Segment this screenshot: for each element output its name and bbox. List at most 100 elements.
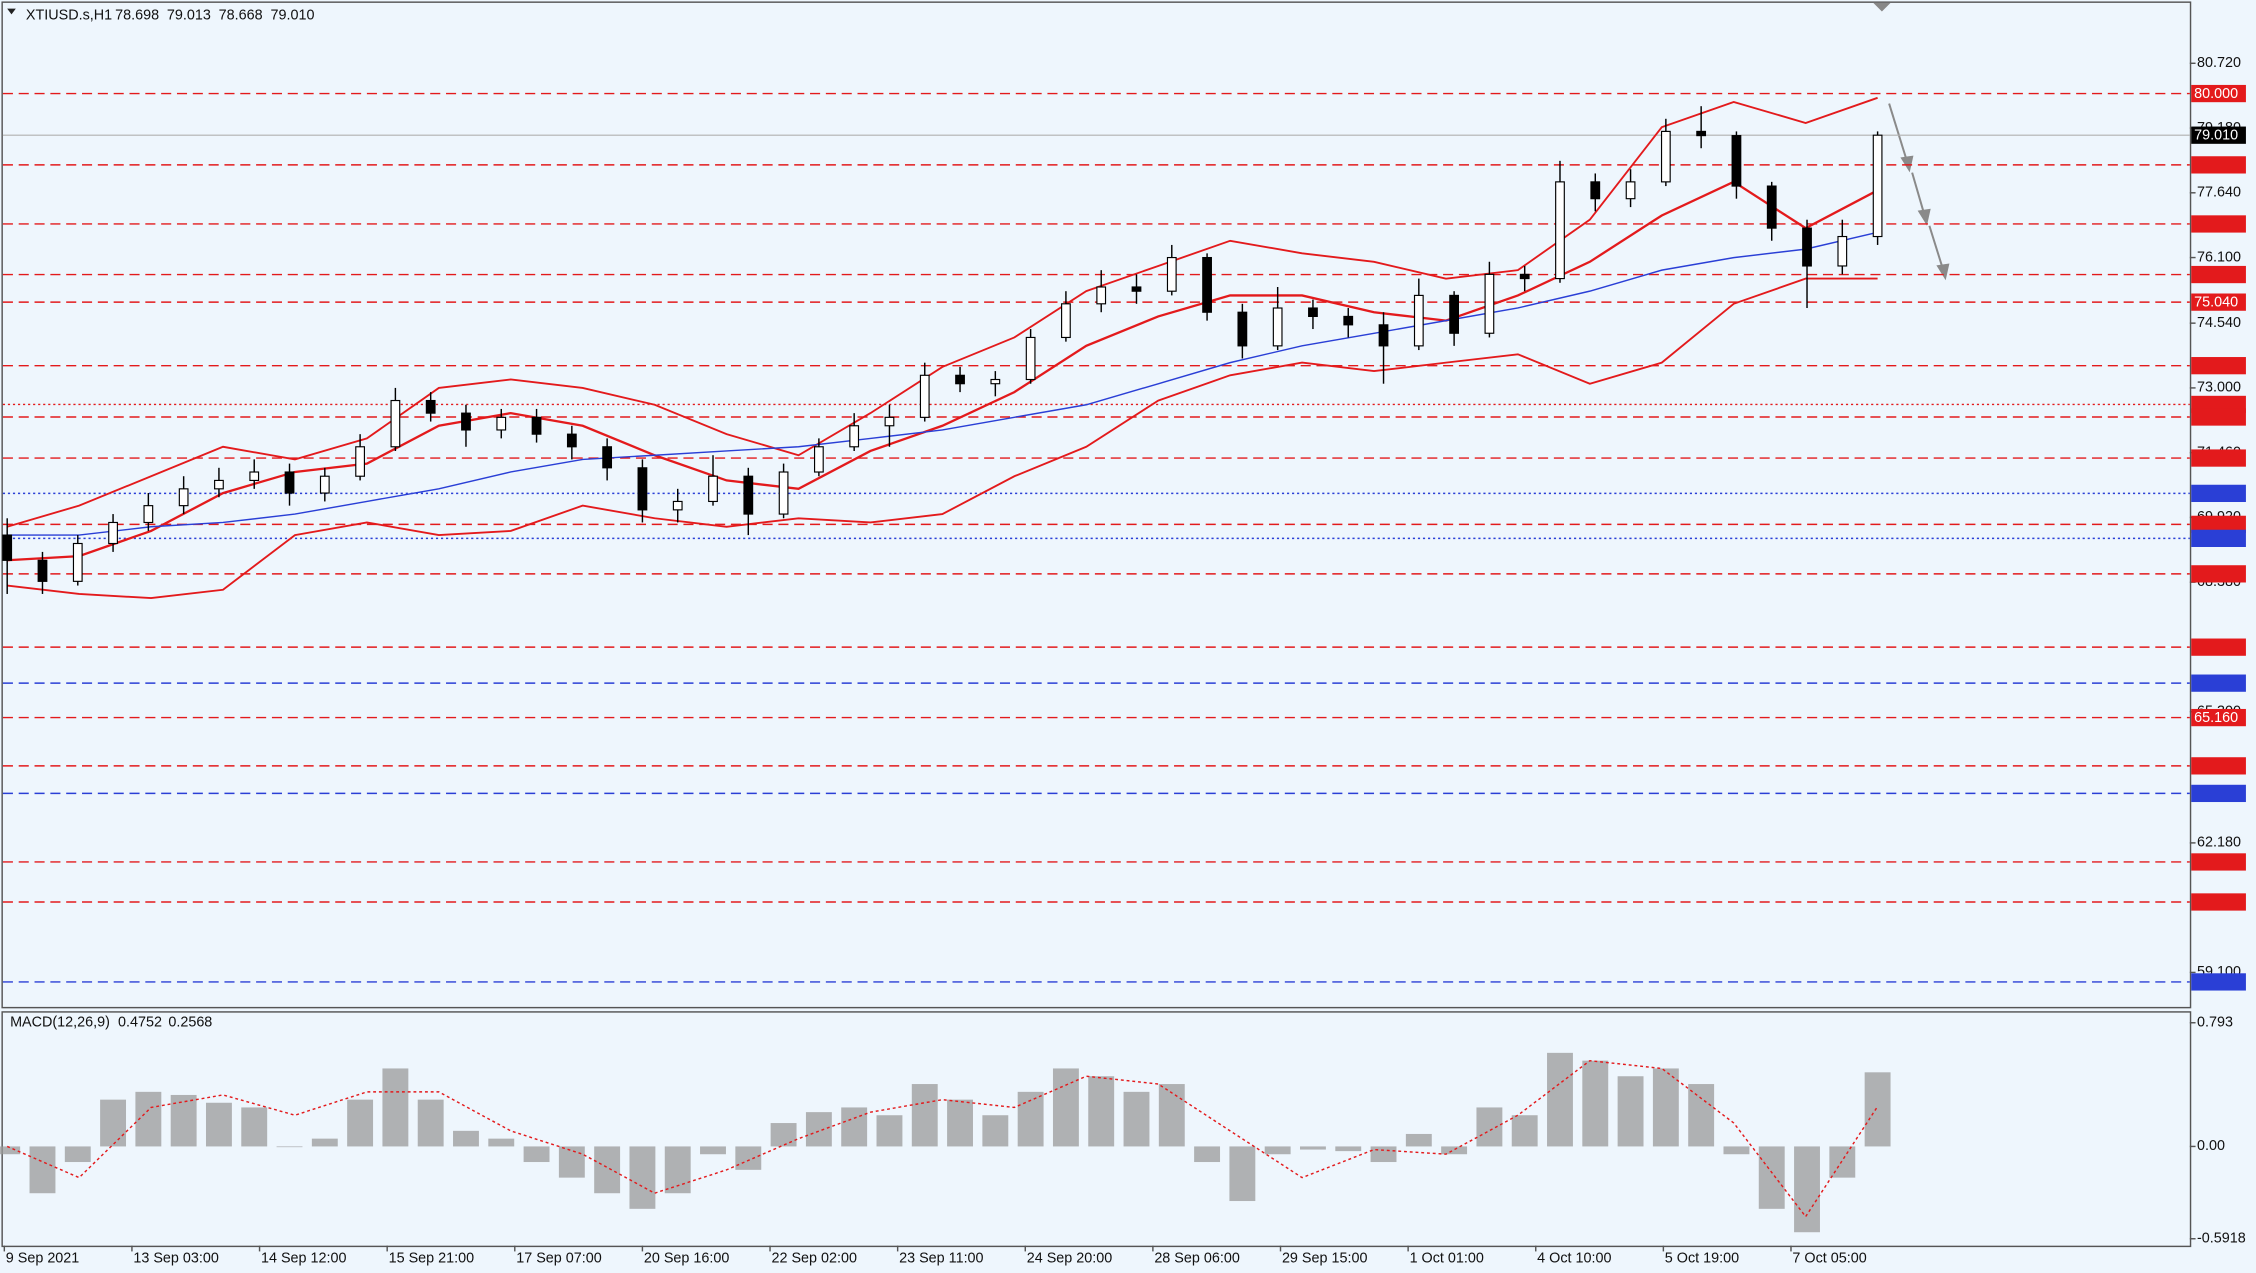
candle-body bbox=[602, 446, 613, 469]
macd-bar bbox=[347, 1099, 374, 1147]
level-label-box bbox=[2191, 293, 2246, 311]
candle-body bbox=[1096, 286, 1107, 305]
candle-body bbox=[214, 479, 224, 490]
signal-line bbox=[6, 1059, 1879, 1218]
candle-body bbox=[1696, 130, 1707, 137]
macd-bar bbox=[841, 1107, 868, 1147]
quote-value: 79.013 bbox=[167, 8, 211, 24]
candle-body bbox=[1484, 273, 1495, 334]
macd-readout: 0.2568 bbox=[168, 1015, 212, 1031]
macd-bar bbox=[1441, 1146, 1468, 1155]
candle-body bbox=[72, 542, 83, 582]
candle-body bbox=[1449, 294, 1460, 334]
macd-bar bbox=[523, 1146, 550, 1163]
candle-body bbox=[1660, 130, 1671, 183]
x-tick-label: 28 Sep 06:00 bbox=[1154, 1250, 1240, 1266]
macd-bar bbox=[1864, 1072, 1891, 1147]
level-label: 75.040 bbox=[2194, 295, 2238, 311]
candle-body bbox=[249, 471, 260, 481]
candle-body bbox=[919, 374, 930, 418]
current-price-box bbox=[2191, 126, 2246, 144]
level-label-box bbox=[2191, 708, 2246, 727]
level-label-box bbox=[2191, 973, 2246, 991]
x-tick-label: 15 Sep 21:00 bbox=[389, 1250, 475, 1266]
x-tick-label: 17 Sep 07:00 bbox=[516, 1250, 602, 1266]
candle-body bbox=[1131, 286, 1142, 292]
candle-body bbox=[1625, 181, 1636, 200]
candle-body bbox=[1308, 307, 1318, 318]
candle-body bbox=[1343, 315, 1354, 326]
macd-bar bbox=[876, 1115, 903, 1147]
macd-bar bbox=[311, 1138, 338, 1147]
macd-bar bbox=[1652, 1068, 1679, 1147]
macd-bar bbox=[1405, 1133, 1432, 1147]
y-tick-label: -0.5918 bbox=[2197, 1231, 2246, 1247]
level-label-box bbox=[2191, 784, 2246, 803]
candle-body bbox=[1237, 311, 1248, 347]
candle-body bbox=[1272, 307, 1283, 347]
level-label-box bbox=[2191, 853, 2246, 871]
macd-bar bbox=[64, 1146, 91, 1163]
macd-bar bbox=[1158, 1084, 1185, 1147]
macd-bar bbox=[1052, 1068, 1079, 1147]
level-label-box bbox=[2191, 265, 2246, 284]
macd-bar bbox=[1335, 1146, 1362, 1152]
macd-bar bbox=[947, 1099, 973, 1147]
macd-bar bbox=[1758, 1146, 1785, 1209]
candle-body bbox=[708, 475, 718, 503]
x-tick-label: 1 Oct 01:00 bbox=[1410, 1250, 1484, 1266]
macd-bar bbox=[417, 1099, 444, 1147]
macd-bar bbox=[770, 1123, 797, 1147]
macd-bar bbox=[1688, 1084, 1715, 1147]
y-tick-label: 73.000 bbox=[2197, 380, 2241, 396]
macd-bar bbox=[1300, 1146, 1326, 1150]
level-label-box bbox=[2191, 484, 2246, 503]
candle-body bbox=[566, 433, 577, 448]
y-tick-label: 62.180 bbox=[2197, 835, 2241, 851]
macd-bar bbox=[1617, 1076, 1644, 1147]
forecast-arrow bbox=[1911, 172, 1927, 218]
candle-body bbox=[1413, 294, 1424, 347]
macd-bar bbox=[700, 1146, 726, 1155]
macd-readout: 0.4752 bbox=[118, 1015, 162, 1031]
macd-panel bbox=[1, 1011, 2192, 1248]
x-tick-label: 24 Sep 20:00 bbox=[1027, 1250, 1113, 1266]
candle-body bbox=[461, 412, 471, 431]
macd-bar bbox=[911, 1084, 938, 1147]
indicator-line bbox=[7, 180, 1879, 562]
macd-bar bbox=[0, 1146, 21, 1155]
x-tick-label: 9 Sep 2021 bbox=[6, 1250, 80, 1266]
y-tick-label: 76.100 bbox=[2197, 249, 2241, 265]
candle-body bbox=[284, 471, 295, 494]
level-label-box bbox=[2191, 515, 2246, 533]
macd-bar bbox=[1794, 1146, 1820, 1233]
candle-body bbox=[743, 475, 754, 515]
candle-body bbox=[1025, 336, 1036, 381]
x-tick-label: 5 Oct 19:00 bbox=[1665, 1250, 1739, 1266]
candle-body bbox=[531, 416, 542, 435]
macd-bar bbox=[1123, 1091, 1150, 1147]
candle-body bbox=[637, 467, 648, 511]
candle-body bbox=[178, 488, 189, 507]
x-tick-label: 14 Sep 12:00 bbox=[261, 1250, 347, 1266]
macd-bar bbox=[1829, 1146, 1856, 1178]
y-tick-label: 0.793 bbox=[2197, 1015, 2233, 1031]
y-tick-label: 0.00 bbox=[2197, 1138, 2225, 1154]
macd-bar bbox=[629, 1146, 656, 1209]
level-label-box bbox=[2191, 408, 2246, 426]
candle-body bbox=[1166, 256, 1177, 292]
macd-bar bbox=[558, 1146, 585, 1178]
x-tick-label: 29 Sep 15:00 bbox=[1282, 1250, 1368, 1266]
shift-marker[interactable] bbox=[1873, 2, 1891, 12]
level-label: 80.000 bbox=[2194, 86, 2238, 102]
menu-triangle[interactable] bbox=[7, 8, 16, 15]
candle-body bbox=[425, 399, 436, 414]
candle-body bbox=[1837, 235, 1848, 267]
macd-bar bbox=[1194, 1146, 1221, 1163]
macd-bar bbox=[453, 1130, 479, 1147]
macd-bar bbox=[29, 1146, 56, 1194]
macd-bar bbox=[1264, 1146, 1291, 1155]
macd-bar bbox=[1511, 1115, 1538, 1147]
x-tick-label: 13 Sep 03:00 bbox=[133, 1250, 219, 1266]
candle-body bbox=[1519, 273, 1530, 280]
